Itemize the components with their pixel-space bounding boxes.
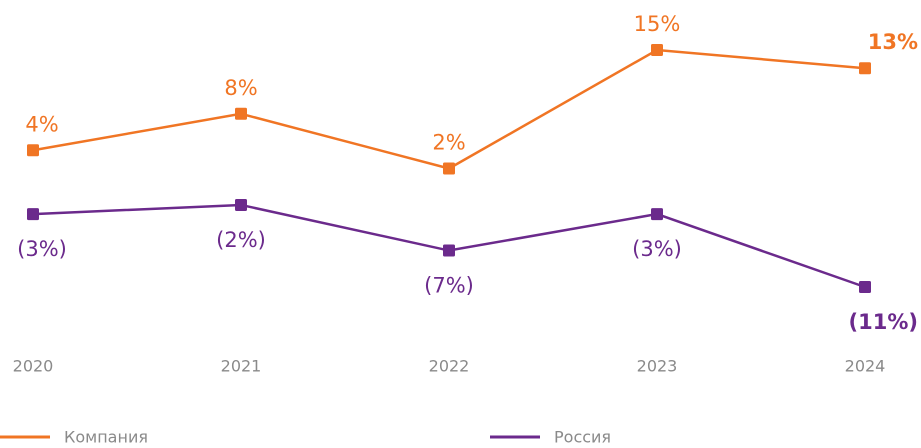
point-marker bbox=[859, 62, 871, 75]
data-label: 4% bbox=[25, 112, 58, 136]
point-marker bbox=[235, 107, 247, 120]
x-tick-label: 2022 bbox=[429, 357, 470, 376]
point-marker bbox=[859, 281, 871, 293]
data-label: 13% bbox=[868, 30, 918, 54]
data-label: (2%) bbox=[216, 228, 266, 252]
point-marker bbox=[443, 162, 455, 175]
point-marker bbox=[235, 198, 247, 211]
point-marker bbox=[27, 208, 39, 221]
legend-label: Россия bbox=[554, 428, 611, 447]
x-tick-label: 2021 bbox=[221, 357, 262, 376]
data-label: (3%) bbox=[17, 237, 67, 261]
data-label: (11%) bbox=[849, 310, 918, 334]
point-marker bbox=[651, 208, 663, 221]
x-tick-label: 2023 bbox=[637, 357, 678, 376]
x-tick-label: 2024 bbox=[845, 357, 886, 376]
legend-label: Компания bbox=[64, 428, 148, 447]
point-marker bbox=[443, 244, 455, 257]
data-label: 2% bbox=[432, 131, 465, 155]
point-marker bbox=[27, 144, 39, 157]
data-label: 8% bbox=[224, 76, 257, 100]
x-tick-label: 2020 bbox=[13, 357, 54, 376]
data-label: (3%) bbox=[632, 237, 682, 261]
point-marker bbox=[651, 44, 663, 56]
data-label: (7%) bbox=[424, 274, 474, 298]
data-label: 15% bbox=[634, 12, 681, 36]
